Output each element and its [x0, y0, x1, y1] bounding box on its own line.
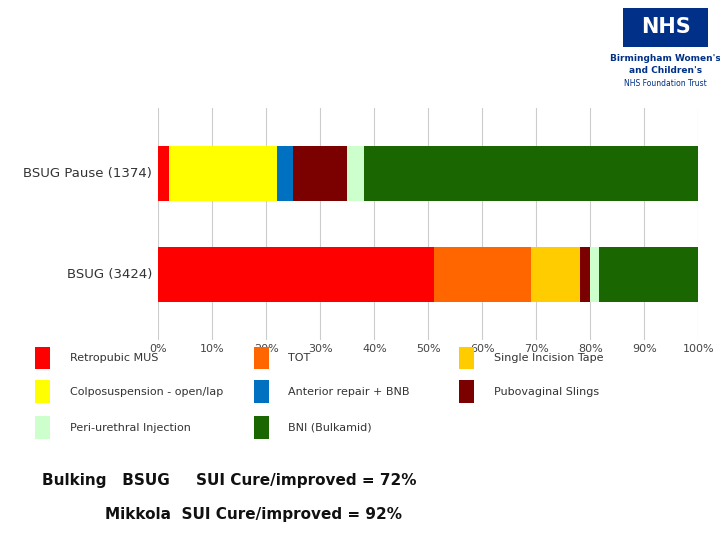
Text: BSUG Pause (1374): BSUG Pause (1374) — [23, 167, 152, 180]
FancyBboxPatch shape — [35, 416, 50, 439]
FancyBboxPatch shape — [35, 381, 50, 403]
Text: Retropubic MUS: Retropubic MUS — [70, 353, 158, 363]
Bar — [294, 146, 347, 201]
Text: Pubovaginal Slings: Pubovaginal Slings — [494, 387, 599, 397]
Text: Peri-urethral Injection: Peri-urethral Injection — [70, 423, 191, 433]
Text: Anterior repair + BNB: Anterior repair + BNB — [289, 387, 410, 397]
Text: NHS Foundation Trust: NHS Foundation Trust — [624, 79, 707, 88]
Bar — [580, 247, 590, 302]
FancyBboxPatch shape — [254, 381, 269, 403]
FancyBboxPatch shape — [459, 347, 474, 369]
Text: SUI trends + clinical utility: SUI trends + clinical utility — [16, 39, 456, 68]
FancyBboxPatch shape — [459, 381, 474, 403]
Bar — [158, 247, 434, 302]
Bar — [347, 146, 364, 201]
Bar — [531, 247, 580, 302]
Text: Single Incision Tape: Single Incision Tape — [494, 353, 603, 363]
Text: Bulking   BSUG     SUI Cure/improved = 72%: Bulking BSUG SUI Cure/improved = 72% — [42, 472, 417, 488]
Text: BNI (Bulkamid): BNI (Bulkamid) — [289, 423, 372, 433]
Bar — [169, 146, 277, 201]
Bar — [434, 247, 531, 302]
Text: BSUG (3424): BSUG (3424) — [66, 268, 152, 281]
Text: and Children's: and Children's — [629, 66, 702, 76]
Text: Mikkola  SUI Cure/improved = 92%: Mikkola SUI Cure/improved = 92% — [42, 508, 402, 522]
Bar — [598, 247, 698, 302]
FancyBboxPatch shape — [254, 347, 269, 369]
FancyBboxPatch shape — [254, 416, 269, 439]
Text: Birmingham Women's: Birmingham Women's — [610, 54, 720, 63]
Bar — [590, 247, 598, 302]
Text: Colposuspension - open/lap: Colposuspension - open/lap — [70, 387, 223, 397]
FancyBboxPatch shape — [35, 347, 50, 369]
Text: TOT: TOT — [289, 353, 311, 363]
Bar — [277, 146, 294, 201]
FancyBboxPatch shape — [624, 8, 708, 46]
Bar — [158, 146, 169, 201]
Bar — [364, 146, 698, 201]
Text: NHS: NHS — [641, 17, 690, 37]
